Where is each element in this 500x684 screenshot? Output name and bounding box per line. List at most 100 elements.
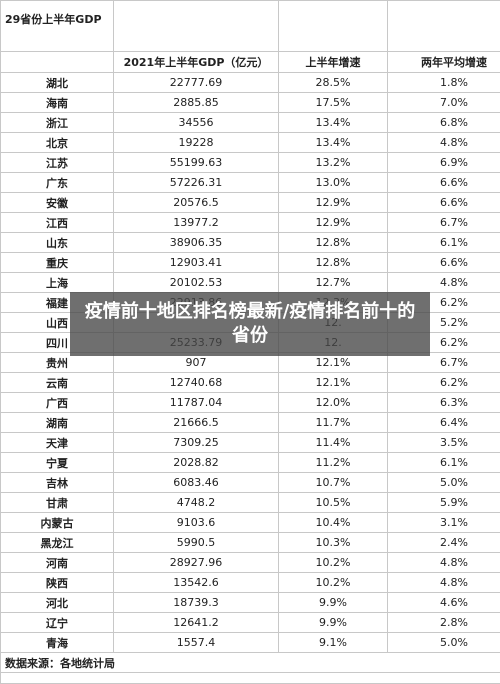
blank-cell — [1, 673, 500, 684]
growth-cell: 13.0% — [279, 173, 388, 193]
growth-cell: 10.7% — [279, 473, 388, 493]
headline-text: 疫情前十地区排名榜最新/疫情排名前十的省份 — [80, 300, 420, 348]
province-cell: 浙江 — [1, 113, 114, 133]
gdp-cell: 19228 — [114, 133, 279, 153]
gdp-cell: 13977.2 — [114, 213, 279, 233]
two-year-growth-cell: 5.0% — [388, 473, 500, 493]
province-cell: 黑龙江 — [1, 533, 114, 553]
province-cell: 青海 — [1, 633, 114, 653]
gdp-cell: 55199.63 — [114, 153, 279, 173]
blank-row — [1, 673, 500, 684]
province-cell: 河南 — [1, 553, 114, 573]
province-cell: 甘肃 — [1, 493, 114, 513]
two-year-growth-cell: 6.1% — [388, 453, 500, 473]
province-cell: 山东 — [1, 233, 114, 253]
title-row: 29省份上半年GDP — [1, 1, 500, 52]
growth-cell: 12.9% — [279, 213, 388, 233]
growth-cell: 9.9% — [279, 613, 388, 633]
source-note: 数据来源：各地统计局 — [1, 653, 500, 673]
two-year-growth-cell: 3.1% — [388, 513, 500, 533]
two-year-growth-cell: 4.6% — [388, 593, 500, 613]
province-cell: 江西 — [1, 213, 114, 233]
gdp-cell: 12903.41 — [114, 253, 279, 273]
header-row: 2021年上半年GDP（亿元） 上半年增速 两年平均增速 — [1, 52, 500, 73]
growth-cell: 12.8% — [279, 233, 388, 253]
growth-cell: 17.5% — [279, 93, 388, 113]
province-cell: 宁夏 — [1, 453, 114, 473]
gdp-cell: 18739.3 — [114, 593, 279, 613]
gdp-cell: 28927.96 — [114, 553, 279, 573]
two-year-growth-cell: 6.3% — [388, 393, 500, 413]
growth-cell: 12.7% — [279, 273, 388, 293]
growth-cell: 11.4% — [279, 433, 388, 453]
province-cell: 湖北 — [1, 73, 114, 93]
two-year-growth-cell: 6.8% — [388, 113, 500, 133]
header-two-year-growth: 两年平均增速 — [388, 52, 500, 73]
gdp-cell: 6083.46 — [114, 473, 279, 493]
province-cell: 云南 — [1, 373, 114, 393]
title-empty-cell — [279, 1, 388, 52]
growth-cell: 13.2% — [279, 153, 388, 173]
two-year-growth-cell: 6.4% — [388, 413, 500, 433]
growth-cell: 11.2% — [279, 453, 388, 473]
two-year-growth-cell: 6.6% — [388, 253, 500, 273]
two-year-growth-cell: 4.8% — [388, 573, 500, 593]
two-year-growth-cell: 7.0% — [388, 93, 500, 113]
two-year-growth-cell: 6.7% — [388, 213, 500, 233]
two-year-growth-cell: 4.8% — [388, 553, 500, 573]
source-row: 数据来源：各地统计局 — [1, 653, 500, 673]
growth-cell: 13.4% — [279, 113, 388, 133]
province-cell: 湖南 — [1, 413, 114, 433]
gdp-cell: 5990.5 — [114, 533, 279, 553]
gdp-cell: 2885.85 — [114, 93, 279, 113]
province-cell: 海南 — [1, 93, 114, 113]
two-year-growth-cell: 6.6% — [388, 193, 500, 213]
two-year-growth-cell: 3.5% — [388, 433, 500, 453]
two-year-growth-cell: 6.6% — [388, 173, 500, 193]
gdp-cell: 34556 — [114, 113, 279, 133]
gdp-cell: 57226.31 — [114, 173, 279, 193]
two-year-growth-cell: 4.8% — [388, 273, 500, 293]
province-cell: 安徽 — [1, 193, 114, 213]
header-province — [1, 52, 114, 73]
gdp-cell: 38906.35 — [114, 233, 279, 253]
growth-cell: 10.2% — [279, 553, 388, 573]
growth-cell: 10.3% — [279, 533, 388, 553]
province-cell: 陕西 — [1, 573, 114, 593]
header-gdp: 2021年上半年GDP（亿元） — [114, 52, 279, 73]
gdp-cell: 1557.4 — [114, 633, 279, 653]
growth-cell: 9.1% — [279, 633, 388, 653]
gdp-cell: 4748.2 — [114, 493, 279, 513]
growth-cell: 12.8% — [279, 253, 388, 273]
gdp-cell: 12740.68 — [114, 373, 279, 393]
growth-cell: 10.5% — [279, 493, 388, 513]
province-cell: 吉林 — [1, 473, 114, 493]
growth-cell: 28.5% — [279, 73, 388, 93]
province-cell: 天津 — [1, 433, 114, 453]
growth-cell: 12.1% — [279, 373, 388, 393]
gdp-cell: 21666.5 — [114, 413, 279, 433]
title-empty-cell — [114, 1, 279, 52]
gdp-cell: 2028.82 — [114, 453, 279, 473]
headline-overlay: 疫情前十地区排名榜最新/疫情排名前十的省份 — [70, 292, 430, 356]
title-empty-cell — [388, 1, 500, 52]
two-year-growth-cell: 6.9% — [388, 153, 500, 173]
table-title: 29省份上半年GDP — [1, 1, 114, 52]
